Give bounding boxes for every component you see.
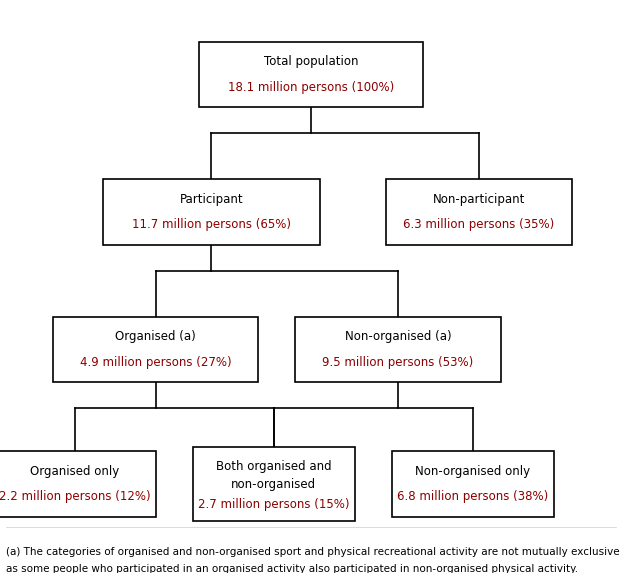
Text: 6.8 million persons (38%): 6.8 million persons (38%)	[397, 490, 549, 503]
Text: 2.2 million persons (12%): 2.2 million persons (12%)	[0, 490, 151, 503]
FancyBboxPatch shape	[53, 316, 258, 383]
Text: Organised only: Organised only	[30, 465, 119, 478]
Text: Participant: Participant	[180, 193, 243, 206]
Text: as some people who participated in an organised activity also participated in no: as some people who participated in an or…	[6, 564, 578, 573]
FancyBboxPatch shape	[295, 316, 501, 383]
Text: Non-participant: Non-participant	[433, 193, 525, 206]
Text: Organised (a): Organised (a)	[115, 331, 196, 343]
Text: Non-organised (a): Non-organised (a)	[345, 331, 452, 343]
Text: 6.3 million persons (35%): 6.3 million persons (35%)	[403, 218, 555, 231]
Text: Non-organised only: Non-organised only	[415, 465, 531, 478]
Text: non-organised: non-organised	[231, 478, 316, 490]
Text: Total population: Total population	[264, 56, 358, 68]
Text: Both organised and: Both organised and	[216, 461, 332, 473]
Text: 11.7 million persons (65%): 11.7 million persons (65%)	[132, 218, 291, 231]
Text: 2.7 million persons (15%): 2.7 million persons (15%)	[198, 498, 350, 511]
Text: 18.1 million persons (100%): 18.1 million persons (100%)	[228, 81, 394, 93]
FancyBboxPatch shape	[0, 452, 156, 517]
FancyBboxPatch shape	[386, 179, 572, 245]
FancyBboxPatch shape	[103, 179, 320, 245]
FancyBboxPatch shape	[199, 42, 423, 108]
Text: (a) The categories of organised and non-organised sport and physical recreationa: (a) The categories of organised and non-…	[6, 547, 620, 557]
Text: 4.9 million persons (27%): 4.9 million persons (27%)	[80, 356, 231, 368]
Text: 9.5 million persons (53%): 9.5 million persons (53%)	[322, 356, 474, 368]
FancyBboxPatch shape	[193, 447, 355, 521]
FancyBboxPatch shape	[392, 452, 554, 517]
